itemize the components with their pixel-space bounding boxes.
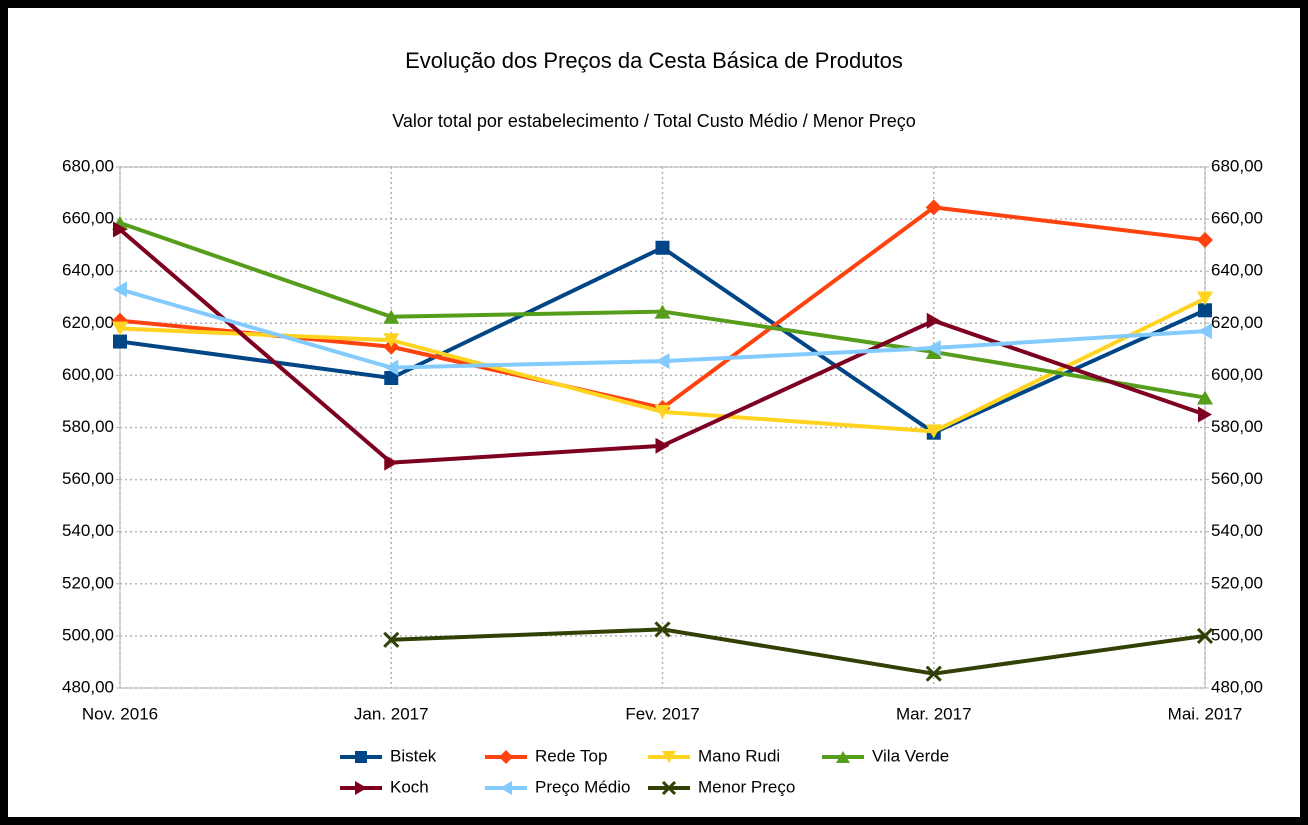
y-tick-label: 660,00	[62, 209, 114, 228]
marker	[1198, 303, 1212, 318]
marker	[355, 781, 367, 795]
legend-label: Vila Verde	[872, 746, 949, 765]
marker	[113, 281, 127, 298]
y2-tick-label: 520,00	[1211, 573, 1263, 592]
y-tick-label: 620,00	[62, 313, 114, 332]
marker	[926, 312, 941, 329]
y2-tick-label: 620,00	[1211, 313, 1263, 332]
marker	[926, 340, 941, 357]
y-tick-label: 640,00	[62, 261, 114, 280]
y2-tick-label: 640,00	[1211, 261, 1263, 280]
y2-tick-label: 500,00	[1211, 625, 1263, 644]
marker	[384, 454, 399, 471]
marker	[383, 631, 400, 648]
y-tick-label: 500,00	[62, 625, 114, 644]
y-tick-label: 580,00	[62, 417, 114, 436]
marker	[925, 665, 942, 682]
marker	[112, 321, 128, 336]
legend-label: Rede Top	[535, 746, 607, 765]
legend-label: Menor Preço	[698, 777, 795, 796]
marker	[384, 359, 399, 376]
legend-label: Bistek	[390, 746, 437, 765]
y2-tick-label: 580,00	[1211, 417, 1263, 436]
marker	[1198, 323, 1212, 340]
y-tick-label: 540,00	[62, 521, 114, 540]
marker	[654, 404, 671, 419]
marker	[655, 437, 670, 454]
y2-tick-label: 680,00	[1211, 156, 1263, 175]
marker	[1198, 406, 1212, 423]
marker	[925, 424, 942, 439]
y2-tick-label: 480,00	[1211, 677, 1263, 696]
marker	[662, 751, 676, 763]
y-tick-label: 520,00	[62, 573, 114, 592]
marker	[836, 751, 850, 763]
plot-border	[119, 166, 1206, 689]
marker	[661, 780, 677, 796]
chart-title: Evolução dos Preços da Cesta Básica de P…	[405, 48, 903, 73]
series-line	[391, 627, 1206, 676]
y2-tick-label: 660,00	[1211, 209, 1263, 228]
marker	[499, 750, 513, 764]
marker	[925, 199, 942, 216]
y-tick-label: 600,00	[62, 365, 114, 384]
chart-subtitle: Valor total por estabelecimento / Total …	[392, 111, 916, 131]
marker	[654, 304, 671, 319]
x-tick-label: Mar. 2017	[896, 704, 972, 723]
legend-label: Koch	[390, 777, 429, 796]
x-tick-label: Nov. 2016	[82, 704, 158, 723]
marker	[500, 781, 512, 795]
x-tick-label: Jan. 2017	[354, 704, 429, 723]
marker	[113, 221, 127, 238]
x-tick-label: Mai. 2017	[1168, 704, 1243, 723]
y2-tick-label: 540,00	[1211, 521, 1263, 540]
y2-tick-label: 560,00	[1211, 469, 1263, 488]
legend-label: Preço Médio	[535, 777, 630, 796]
marker	[383, 309, 400, 324]
x-tick-label: Fev. 2017	[625, 704, 699, 723]
marker	[113, 334, 127, 349]
y2-tick-label: 600,00	[1211, 365, 1263, 384]
marker	[355, 751, 367, 763]
marker	[1197, 390, 1213, 405]
y-tick-label: 680,00	[62, 156, 114, 175]
marker	[1196, 627, 1214, 644]
y-tick-label: 560,00	[62, 469, 114, 488]
marker	[1197, 231, 1213, 248]
marker	[1197, 291, 1213, 306]
marker	[383, 333, 400, 348]
marker	[655, 240, 670, 255]
y-tick-label: 480,00	[62, 677, 114, 696]
marker	[654, 621, 671, 638]
marker	[384, 371, 399, 386]
marker	[655, 353, 670, 370]
legend-label: Mano Rudi	[698, 746, 780, 765]
